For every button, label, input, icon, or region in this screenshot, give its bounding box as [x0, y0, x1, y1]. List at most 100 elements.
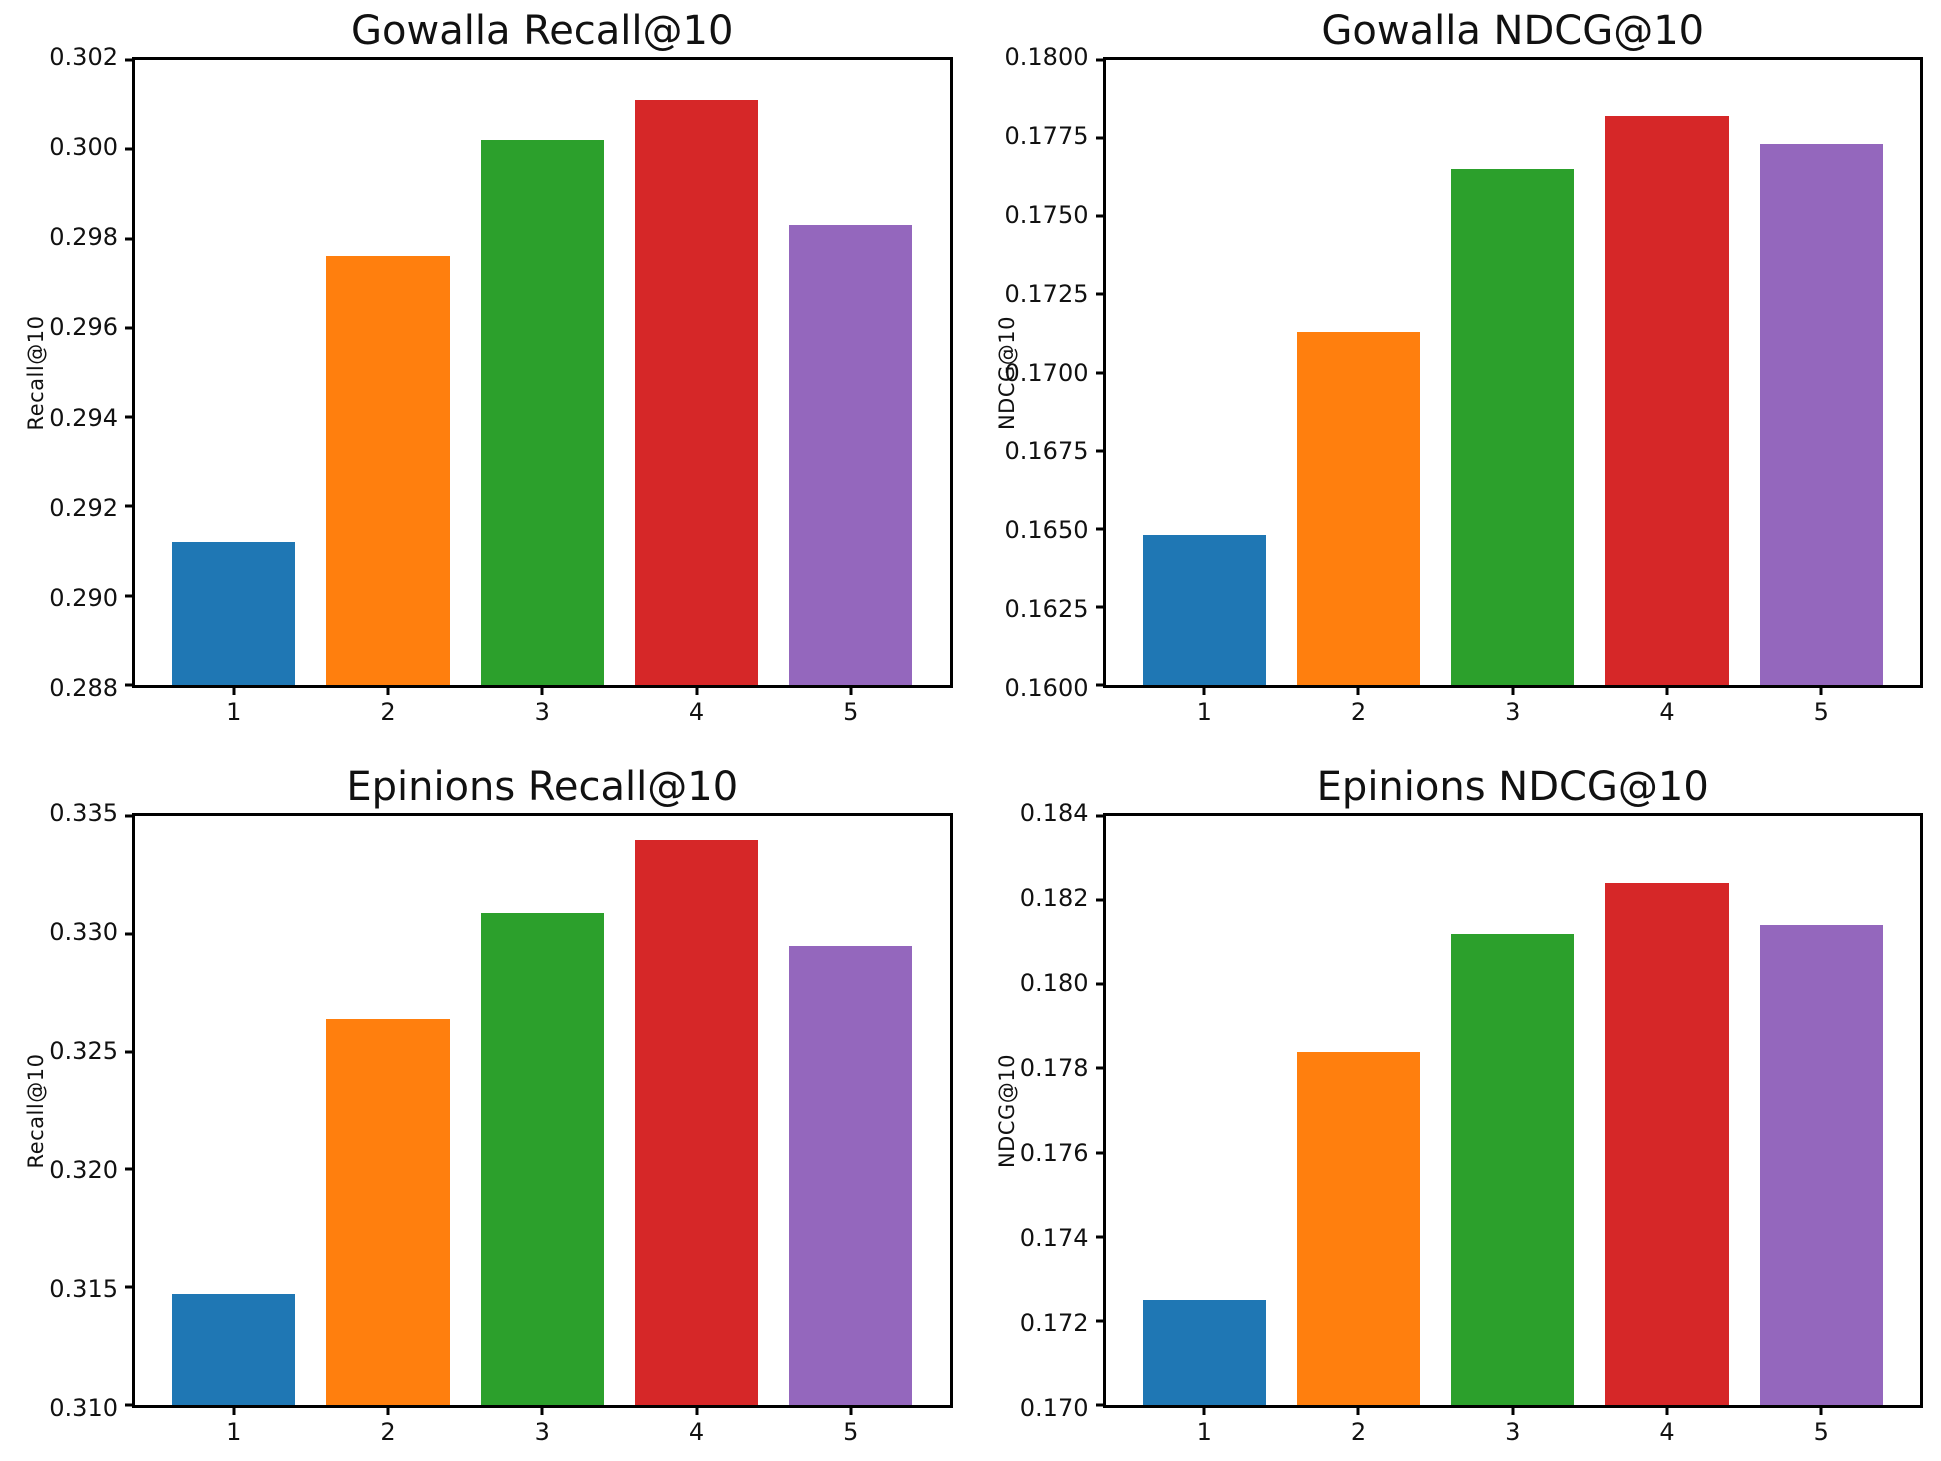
y-tick-mark: [125, 415, 135, 419]
x-tick-mark: [1511, 1405, 1515, 1415]
y-tick-mark: [1095, 1319, 1106, 1323]
plot-area: 1 2 3 4 5: [125, 813, 953, 1446]
y-tick-label: 0.1775: [1004, 121, 1089, 150]
y-tick-label: 0.298: [49, 223, 118, 252]
subplot-gowalla-ndcg: Gowalla NDCG@10 NDCG@10 0.1600 0.1625 0.16…: [971, 0, 1941, 730]
y-tick-mark: [125, 237, 135, 241]
chart-title-wrap: Epinions Recall@10: [132, 730, 953, 813]
bar: [1451, 933, 1575, 1405]
x-tick-label: 5: [843, 698, 859, 726]
y-tick-label: 0.184: [1019, 799, 1089, 827]
y-tick-label: 0.320: [49, 1156, 118, 1184]
bar: [326, 1018, 450, 1405]
x-tick-mark: [1819, 1405, 1823, 1415]
y-tick-label: 0.1800: [1004, 43, 1089, 71]
y-tick-mark: [125, 932, 135, 936]
x-tick-mark: [540, 685, 544, 695]
bar: [1296, 1051, 1421, 1405]
bar: [789, 945, 913, 1405]
y-axis-gutter: NDCG@10 0.1600 0.1625 0.1650 0.1675 0.1700 0.…: [971, 43, 1103, 702]
y-tick-label: 0.294: [49, 403, 118, 432]
bar: [172, 1294, 296, 1405]
y-axis-gutter: Recall@10 0.288 0.290 0.292 0.294 0.296 0.298…: [0, 43, 132, 702]
y-tick-mark: [125, 58, 135, 62]
chart-title-wrap: Gowalla NDCG@10: [1103, 0, 1924, 57]
y-axis-gutter: Recall@10 0.310 0.315 0.320 0.325 0.330 0.335: [0, 799, 132, 1422]
y-tick-mark: [1095, 58, 1106, 62]
x-tick-mark: [232, 685, 236, 695]
x-tick-mark: [849, 1405, 853, 1415]
y-tick-mark: [1095, 371, 1106, 374]
y-tick-mark: [125, 147, 135, 151]
x-tick-mark: [695, 685, 698, 695]
y-tick-mark: [1095, 449, 1106, 453]
y-tick-mark: [1095, 1403, 1106, 1407]
y-tick-mark: [1095, 605, 1106, 609]
y-tick-label: 0.330: [49, 918, 118, 946]
y-tick-mark: [1095, 527, 1106, 531]
y-tick-label: 0.170: [1019, 1394, 1089, 1422]
subplot-gowalla-recall: Gowalla Recall@10 Recall@10 0.288 0.290 0.…: [0, 0, 971, 730]
x-tick-label: 1: [226, 698, 242, 726]
y-tick-mark: [1095, 1235, 1106, 1239]
y-tick-label: 0.1700: [1004, 358, 1089, 387]
y-tick-mark: [1095, 214, 1106, 218]
y-tick-label: 0.296: [49, 313, 118, 342]
y-tick-mark: [1095, 1066, 1106, 1070]
y-tick-label: 0.1600: [1004, 674, 1089, 702]
y-tick-label: 0.174: [1019, 1224, 1089, 1252]
bar: [1296, 331, 1421, 685]
x-tick-mark: [1665, 1405, 1669, 1415]
plot-area: 1 2 3 4 5: [125, 57, 953, 726]
x-tick-mark: [386, 685, 390, 695]
y-tick-mark: [1095, 136, 1106, 140]
x-tick-label: 5: [1813, 1418, 1829, 1446]
x-tick-label: 4: [1659, 698, 1675, 726]
bar: [1759, 144, 1883, 685]
chart-body: NDCG@10 0.1600 0.1625 0.1650 0.1675 0.1700 0.…: [971, 43, 1941, 730]
x-tick-label: 2: [380, 698, 396, 726]
y-tick-mark: [125, 1403, 135, 1407]
bar: [480, 912, 604, 1405]
y-tick-label: 0.1650: [1004, 516, 1089, 545]
bar: [634, 839, 759, 1405]
y-tick-mark: [125, 1050, 135, 1054]
y-tick-label: 0.182: [1019, 884, 1089, 912]
y-tick-label: 0.288: [49, 674, 118, 702]
chart-body: Recall@10 0.310 0.315 0.320 0.325 0.330 0.335…: [0, 799, 971, 1461]
y-tick-mark: [125, 814, 135, 818]
x-tick-mark: [540, 1405, 544, 1415]
chart-title: Gowalla Recall@10: [351, 8, 734, 54]
y-tick-label: 0.1675: [1004, 437, 1089, 466]
y-tick-label: 0.315: [49, 1275, 118, 1303]
y-tick-mark: [125, 326, 135, 330]
y-tick-label: 0.178: [1019, 1054, 1089, 1082]
bar: [1605, 116, 1729, 685]
x-tick-mark: [1202, 685, 1206, 695]
chart-body: Recall@10 0.288 0.290 0.292 0.294 0.296 0.298…: [0, 43, 971, 730]
x-tick-mark: [1819, 685, 1823, 695]
x-tick-mark: [1356, 685, 1360, 695]
y-axis-label: Recall@10: [24, 315, 48, 430]
bar: [1759, 925, 1883, 1405]
x-tick-label: 4: [688, 1418, 705, 1446]
y-tick-mark: [1095, 683, 1106, 687]
chart-title: Gowalla NDCG@10: [1321, 8, 1705, 54]
y-tick-label: 0.292: [49, 493, 118, 522]
y-tick-mark: [125, 504, 135, 508]
chart-title: Epinions Recall@10: [346, 764, 739, 810]
chart-body: NDCG@10 0.170 0.172 0.174 0.176 0.178 0.180 0.…: [971, 799, 1941, 1461]
y-axis-label: NDCG@10: [994, 1053, 1019, 1168]
x-tick-mark: [232, 1405, 236, 1415]
y-tick-mark: [1095, 898, 1106, 902]
x-tick-mark: [386, 1405, 390, 1415]
bar: [480, 140, 604, 685]
chart-title-wrap: Epinions NDCG@10: [1103, 730, 1924, 813]
x-tick-mark: [1511, 685, 1515, 695]
bar: [789, 225, 913, 685]
y-tick-label: 0.300: [49, 133, 118, 162]
chart-title-wrap: Gowalla Recall@10: [132, 0, 953, 57]
y-tick-mark: [1095, 982, 1106, 986]
bar: [172, 542, 296, 685]
x-tick-label: 5: [1813, 698, 1829, 726]
